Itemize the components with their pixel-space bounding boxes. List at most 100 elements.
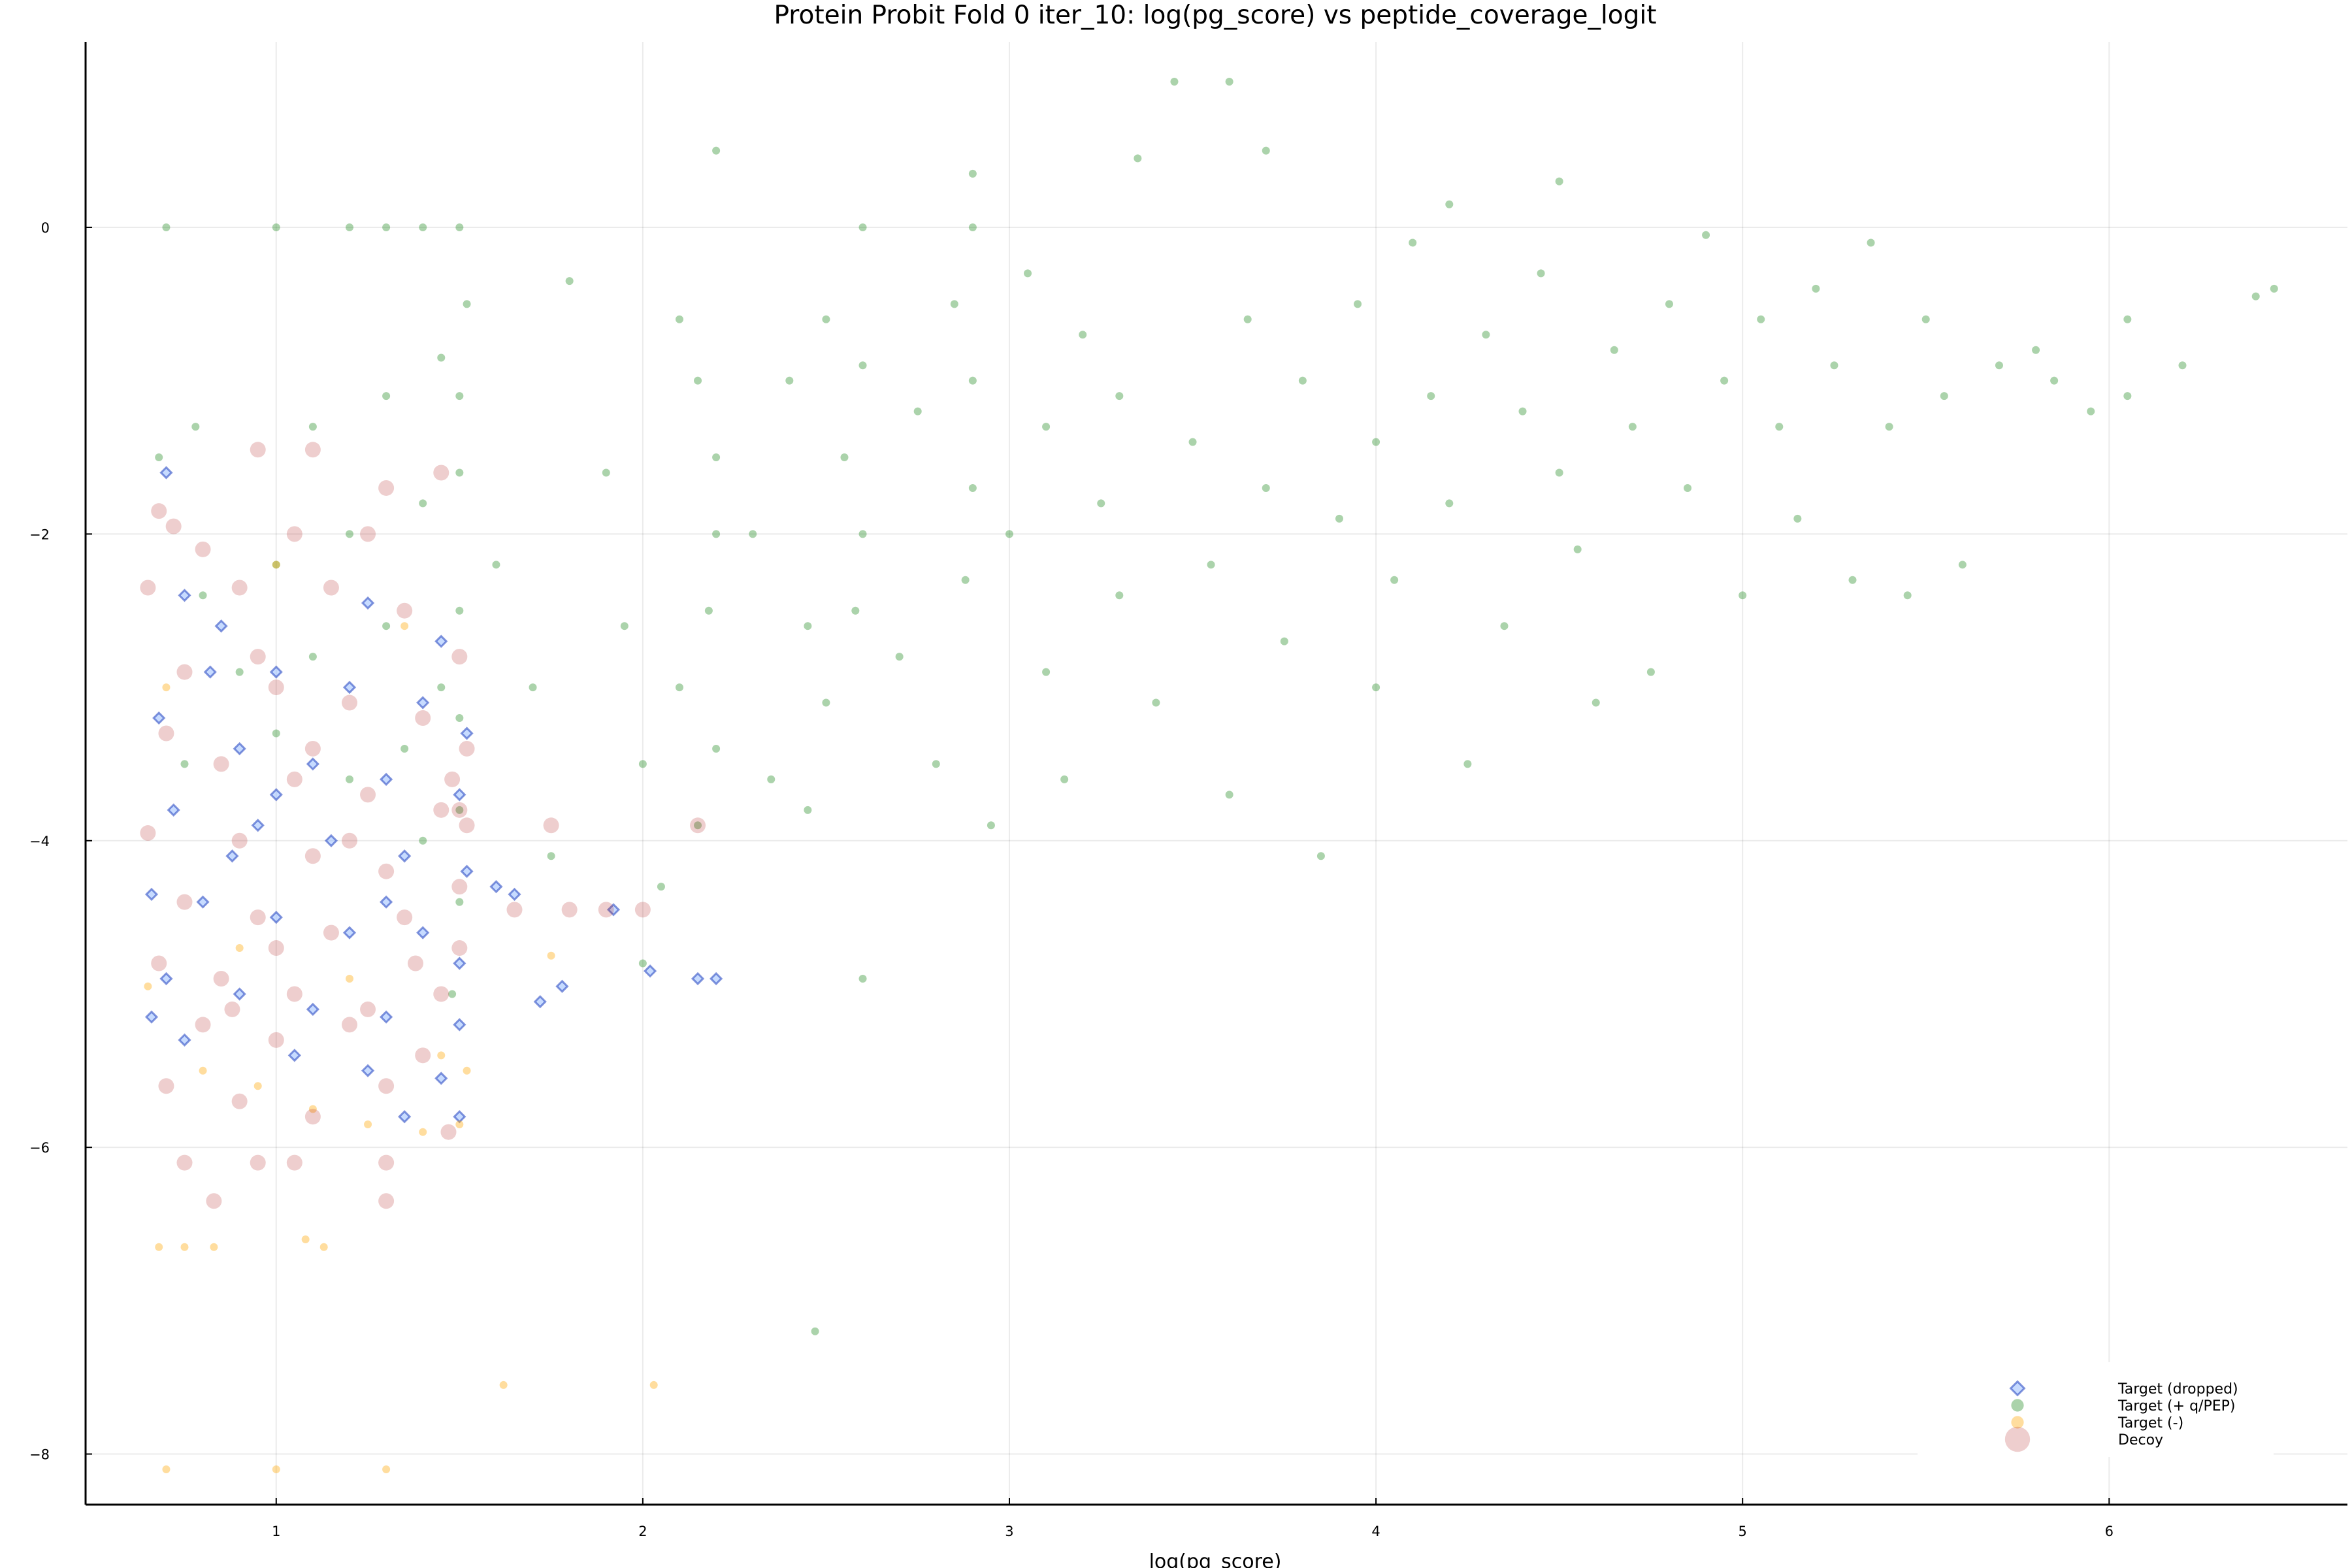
data-point — [453, 1110, 466, 1124]
data-point — [287, 1049, 301, 1062]
data-point — [152, 711, 166, 725]
data-point — [1134, 154, 1142, 163]
data-point — [180, 760, 189, 768]
data-point — [1207, 561, 1215, 569]
data-point — [785, 376, 794, 385]
data-point — [459, 740, 475, 757]
y-tick-label: 0 — [41, 220, 50, 236]
data-point — [1665, 300, 1673, 308]
data-point — [543, 817, 559, 834]
data-point — [506, 902, 523, 918]
legend-label: Target (+ q/PEP) — [2117, 1398, 2235, 1414]
data-point — [1903, 591, 1912, 600]
data-point — [620, 622, 629, 630]
data-point — [2270, 284, 2278, 293]
y-tick-label: −4 — [29, 834, 50, 849]
data-point — [437, 683, 446, 692]
data-point — [1720, 376, 1729, 385]
data-point — [709, 972, 723, 986]
data-point — [378, 1078, 395, 1094]
data-point — [851, 606, 860, 615]
data-point — [416, 696, 430, 710]
data-point — [460, 864, 474, 878]
data-point — [606, 903, 621, 917]
data-point — [1042, 668, 1051, 676]
data-point — [341, 694, 357, 711]
data-point — [306, 757, 320, 771]
data-point — [419, 836, 427, 845]
data-point — [804, 806, 812, 814]
data-point — [463, 300, 471, 308]
data-point — [529, 683, 537, 692]
data-point — [1555, 468, 1563, 477]
data-point — [822, 315, 830, 323]
data-point — [455, 714, 464, 723]
data-point — [272, 729, 280, 738]
data-point — [286, 1154, 302, 1171]
data-point — [657, 883, 665, 891]
data-point — [1188, 438, 1197, 446]
data-point — [178, 1033, 191, 1047]
data-point — [1793, 514, 1802, 523]
data-point — [455, 468, 464, 477]
data-point — [162, 683, 171, 692]
data-point — [1958, 561, 1967, 569]
data-point — [379, 772, 393, 787]
data-point — [233, 742, 246, 756]
data-point — [144, 982, 152, 990]
data-point — [455, 898, 464, 906]
x-tick-label: 2 — [638, 1524, 647, 1539]
data-point — [400, 744, 409, 753]
data-point — [269, 665, 283, 679]
data-point — [634, 902, 651, 918]
data-point — [345, 974, 353, 983]
data-point — [451, 879, 468, 895]
data-point — [694, 821, 702, 830]
x-axis-label: log(pg_score) — [1149, 1550, 1282, 1568]
data-point — [415, 1047, 431, 1064]
data-point — [155, 453, 163, 462]
data-point — [858, 974, 867, 983]
data-point — [811, 1327, 819, 1335]
data-point — [304, 442, 321, 458]
data-point — [345, 775, 353, 783]
data-point — [231, 832, 248, 849]
data-point — [304, 848, 321, 864]
data-point — [180, 1243, 189, 1251]
legend-marker — [2004, 1426, 2031, 1452]
series-target-q-pep — [155, 78, 2278, 1335]
data-point — [361, 596, 375, 610]
data-point — [400, 622, 409, 630]
data-point — [176, 1154, 193, 1171]
data-point — [360, 526, 376, 542]
data-point — [1830, 361, 1838, 370]
data-point — [176, 664, 193, 680]
data-point — [1079, 331, 1087, 339]
data-point — [341, 1017, 357, 1033]
legend-marker — [2011, 1399, 2024, 1412]
data-point — [224, 1001, 240, 1017]
data-point — [1335, 514, 1343, 523]
data-point — [272, 561, 280, 569]
data-point — [1555, 177, 1563, 186]
data-point — [268, 1032, 284, 1048]
y-tick-label: −8 — [29, 1447, 50, 1463]
data-point — [968, 376, 977, 385]
data-point — [712, 530, 721, 538]
data-point — [460, 727, 474, 740]
data-point — [341, 832, 357, 849]
data-point — [895, 653, 904, 661]
data-point — [345, 530, 353, 538]
data-point — [167, 803, 180, 817]
data-point — [250, 442, 266, 458]
data-point — [151, 503, 167, 519]
data-point — [1316, 852, 1325, 860]
data-point — [1610, 346, 1618, 354]
data-point — [360, 1001, 376, 1017]
data-point — [1225, 78, 1233, 86]
series-decoy — [140, 442, 706, 1209]
data-point — [306, 1002, 320, 1017]
data-point — [162, 1465, 171, 1474]
data-point — [1372, 683, 1380, 692]
data-point — [448, 990, 457, 998]
